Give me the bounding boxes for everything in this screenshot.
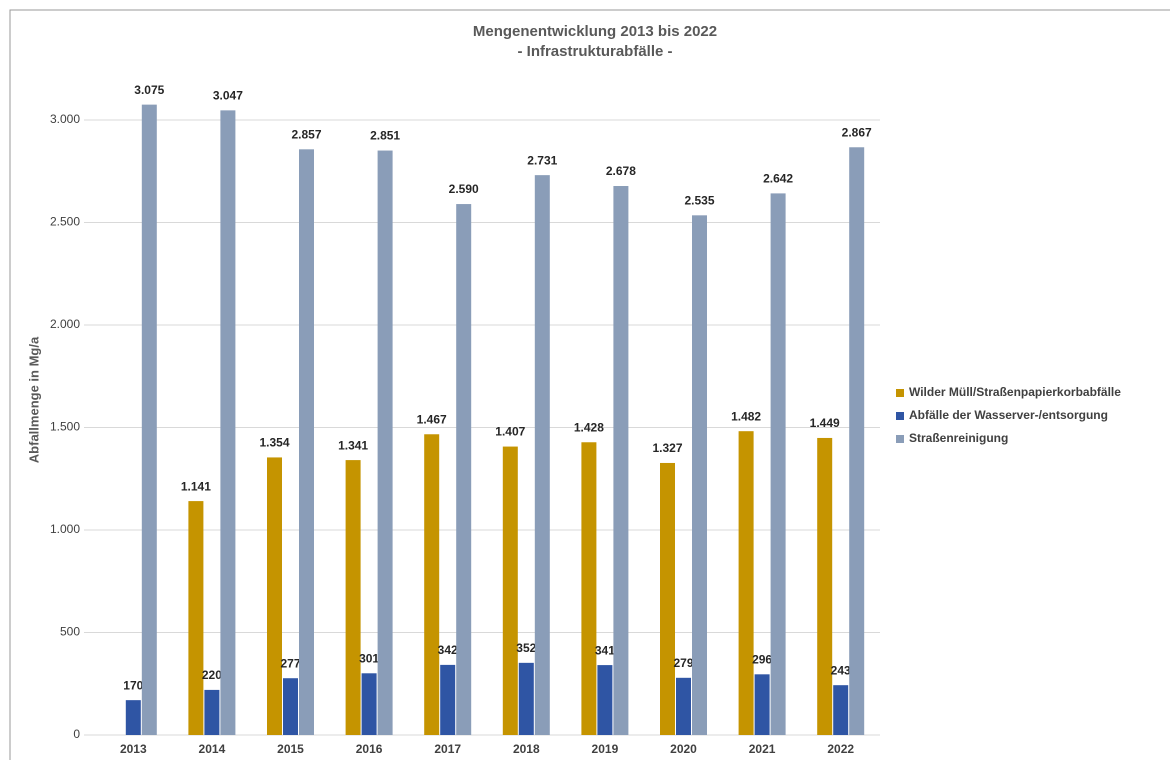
data-label: 301 [359,651,379,665]
data-label: 1.482 [731,409,761,423]
bar [581,442,597,735]
bar [456,204,472,736]
data-label: 279 [673,656,693,670]
bar [849,147,865,735]
bar [125,700,141,735]
bar [613,186,629,735]
data-label: 220 [202,668,222,682]
bar [204,689,220,735]
bar [283,678,298,735]
x-tick-label: 2015 [277,742,304,756]
legend-label: Abfälle der Wasserver-/entsorgung [909,408,1108,422]
legend-swatch [896,435,904,443]
data-label: 1.354 [259,436,289,450]
bar [518,662,534,735]
x-tick-label: 2016 [356,742,383,756]
y-tick-label: 3.000 [50,112,80,126]
bar [424,434,440,735]
bar [345,460,361,735]
y-tick-label: 0 [73,727,80,741]
legend-swatch [896,389,904,397]
bar [440,664,456,735]
bar [738,431,754,735]
x-tick-label: 2021 [749,742,776,756]
data-label: 1.449 [810,416,840,430]
bar [770,193,786,735]
bar [597,665,613,735]
data-label: 2.642 [763,172,793,186]
data-label: 296 [752,652,772,666]
data-label: 1.341 [338,438,368,452]
data-label: 1.141 [181,479,211,493]
x-tick-label: 2013 [120,742,147,756]
data-label: 2.867 [842,125,872,139]
bar [141,104,157,735]
data-label: 1.467 [417,412,447,426]
y-tick-label: 1.500 [50,420,80,434]
y-axis-title: Abfallmenge in Mg/a [26,336,41,463]
x-tick-label: 2019 [592,742,619,756]
bar [188,501,204,735]
bar [817,437,833,735]
y-tick-label: 2.500 [50,215,80,229]
legend-label: Straßenreinigung [909,431,1008,445]
bar [692,215,707,735]
data-label: 2.535 [684,193,714,207]
data-label: 1.407 [495,425,525,439]
data-label: 1.428 [574,420,604,434]
x-tick-label: 2022 [827,742,854,756]
chart-title: Mengenentwicklung 2013 bis 2022 [473,23,717,40]
data-label: 2.590 [449,182,479,196]
bar [660,462,675,735]
bar [502,446,518,735]
data-label: 2.851 [370,129,400,143]
bar [220,110,236,736]
bar [267,457,282,735]
x-tick-label: 2014 [199,742,226,756]
data-label: 352 [516,641,536,655]
data-label: 342 [438,643,458,657]
data-label: 2.731 [527,153,557,167]
bar [534,175,550,735]
data-label: 170 [123,678,143,692]
bar [676,677,691,735]
y-tick-label: 2.000 [50,317,80,331]
bar [754,674,770,735]
data-label: 3.047 [213,89,243,103]
bar [377,150,393,736]
data-label: 277 [280,656,300,670]
data-label: 341 [595,643,615,657]
data-label: 243 [831,663,851,677]
bar [833,685,849,735]
x-tick-label: 2020 [670,742,697,756]
bar [299,149,314,735]
bar [361,673,377,735]
legend-swatch [896,412,904,420]
x-tick-label: 2017 [434,742,461,756]
x-tick-label: 2018 [513,742,540,756]
data-label: 3.075 [134,83,164,97]
data-label: 2.678 [606,164,636,178]
data-label: 2.857 [291,127,321,141]
legend-label: Wilder Müll/Straßenpapierkorbabfälle [909,385,1121,399]
chart-subtitle: - Infrastrukturabfälle - [517,43,672,60]
y-tick-label: 1.000 [50,522,80,536]
y-tick-label: 500 [60,625,80,639]
data-label: 1.327 [652,441,682,455]
